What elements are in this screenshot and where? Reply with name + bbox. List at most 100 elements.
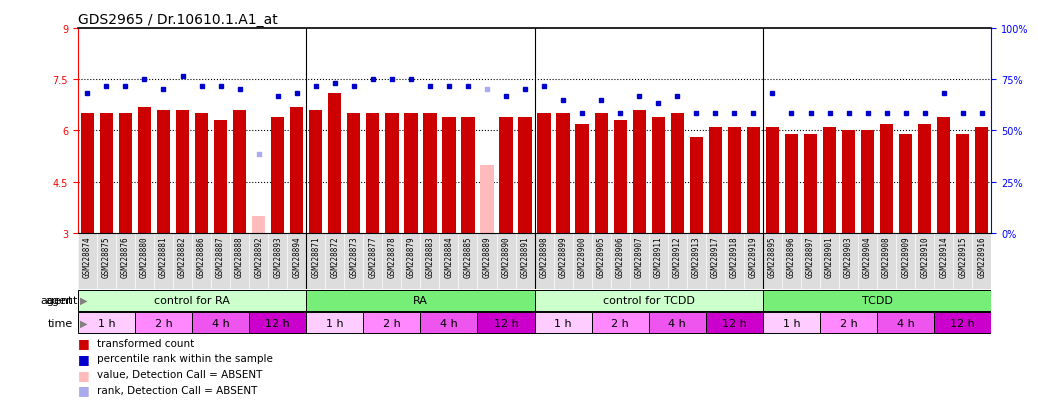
FancyBboxPatch shape [78, 313, 135, 334]
Bar [424, 114, 437, 233]
Text: GSM228889: GSM228889 [483, 236, 492, 278]
Text: GSM228893: GSM228893 [273, 236, 282, 278]
Bar [613, 121, 627, 233]
Text: GSM228901: GSM228901 [825, 236, 835, 278]
Bar [404, 114, 417, 233]
Bar [937, 118, 951, 233]
Text: GSM228871: GSM228871 [311, 236, 321, 278]
FancyBboxPatch shape [78, 290, 306, 311]
FancyBboxPatch shape [477, 313, 535, 334]
Bar [823, 128, 837, 233]
Bar [138, 107, 152, 233]
Text: GSM228898: GSM228898 [540, 236, 549, 278]
Text: 4 h: 4 h [668, 318, 686, 328]
Text: GSM228874: GSM228874 [83, 236, 92, 278]
FancyBboxPatch shape [763, 290, 991, 311]
Bar [271, 118, 284, 233]
Text: GSM228899: GSM228899 [558, 236, 568, 278]
Text: 2 h: 2 h [383, 318, 401, 328]
Text: GSM228895: GSM228895 [768, 236, 777, 278]
Text: 12 h: 12 h [951, 318, 975, 328]
Text: control for TCDD: control for TCDD [603, 295, 694, 306]
Text: 1 h: 1 h [98, 318, 115, 328]
Text: GSM228883: GSM228883 [426, 236, 435, 278]
Text: ■: ■ [78, 383, 89, 396]
Text: GSM228888: GSM228888 [235, 236, 244, 278]
Text: GSM228919: GSM228919 [748, 236, 758, 278]
Bar [671, 114, 684, 233]
Text: GSM228880: GSM228880 [140, 236, 149, 278]
Bar [575, 124, 589, 233]
Bar [861, 131, 874, 233]
Text: time: time [48, 318, 73, 328]
Bar [595, 114, 608, 233]
FancyBboxPatch shape [420, 313, 477, 334]
Text: rank, Detection Call = ABSENT: rank, Detection Call = ABSENT [97, 385, 257, 395]
Text: 12 h: 12 h [266, 318, 290, 328]
Text: TCDD: TCDD [862, 295, 893, 306]
Text: GSM228881: GSM228881 [159, 236, 168, 278]
Bar [499, 118, 513, 233]
Text: 1 h: 1 h [554, 318, 572, 328]
Bar [81, 114, 94, 233]
Text: GSM228882: GSM228882 [177, 236, 187, 278]
Text: GSM228892: GSM228892 [254, 236, 264, 278]
Bar [328, 94, 342, 233]
Bar [442, 118, 456, 233]
Bar [100, 114, 113, 233]
Text: GSM228875: GSM228875 [102, 236, 111, 278]
Bar [538, 114, 551, 233]
FancyBboxPatch shape [706, 313, 763, 334]
Text: RA: RA [413, 295, 428, 306]
Text: ▶: ▶ [80, 318, 87, 328]
Text: GSM228913: GSM228913 [691, 236, 701, 278]
Bar [195, 114, 209, 233]
Text: GSM228879: GSM228879 [406, 236, 415, 278]
FancyBboxPatch shape [535, 313, 592, 334]
Text: percentile rank within the sample: percentile rank within the sample [97, 354, 272, 363]
Text: GSM228906: GSM228906 [616, 236, 625, 278]
Text: agent: agent [46, 295, 78, 306]
Text: GSM228916: GSM228916 [977, 236, 986, 278]
Bar [785, 135, 798, 233]
Bar [803, 135, 817, 233]
Bar [214, 121, 227, 233]
Text: GSM228872: GSM228872 [330, 236, 339, 278]
Bar [252, 216, 266, 233]
Text: GDS2965 / Dr.10610.1.A1_at: GDS2965 / Dr.10610.1.A1_at [78, 12, 277, 26]
Text: GSM228905: GSM228905 [597, 236, 606, 278]
Text: GSM228909: GSM228909 [901, 236, 910, 278]
Bar [652, 118, 665, 233]
Bar [556, 114, 570, 233]
Bar [956, 135, 969, 233]
FancyBboxPatch shape [649, 313, 706, 334]
Bar [746, 128, 760, 233]
Text: GSM228885: GSM228885 [463, 236, 472, 278]
Text: 12 h: 12 h [494, 318, 518, 328]
Bar [347, 114, 360, 233]
Text: GSM228917: GSM228917 [711, 236, 720, 278]
Bar [632, 111, 646, 233]
Text: GSM228910: GSM228910 [920, 236, 929, 278]
Text: GSM228886: GSM228886 [197, 236, 207, 278]
Text: GSM228887: GSM228887 [216, 236, 225, 278]
FancyBboxPatch shape [306, 313, 363, 334]
Text: 4 h: 4 h [897, 318, 914, 328]
Text: 4 h: 4 h [212, 318, 229, 328]
Bar [309, 111, 323, 233]
Bar [461, 118, 474, 233]
FancyBboxPatch shape [306, 290, 535, 311]
Text: ■: ■ [78, 352, 89, 365]
FancyBboxPatch shape [192, 313, 249, 334]
FancyBboxPatch shape [763, 313, 820, 334]
Text: GSM228897: GSM228897 [805, 236, 815, 278]
Text: GSM228894: GSM228894 [292, 236, 301, 278]
Text: transformed count: transformed count [97, 338, 194, 348]
Text: GSM228911: GSM228911 [654, 236, 663, 278]
Text: 12 h: 12 h [722, 318, 746, 328]
Text: GSM228873: GSM228873 [349, 236, 358, 278]
Bar [918, 124, 931, 233]
Text: value, Detection Call = ABSENT: value, Detection Call = ABSENT [97, 369, 262, 379]
Bar [366, 114, 380, 233]
Bar [842, 131, 855, 233]
